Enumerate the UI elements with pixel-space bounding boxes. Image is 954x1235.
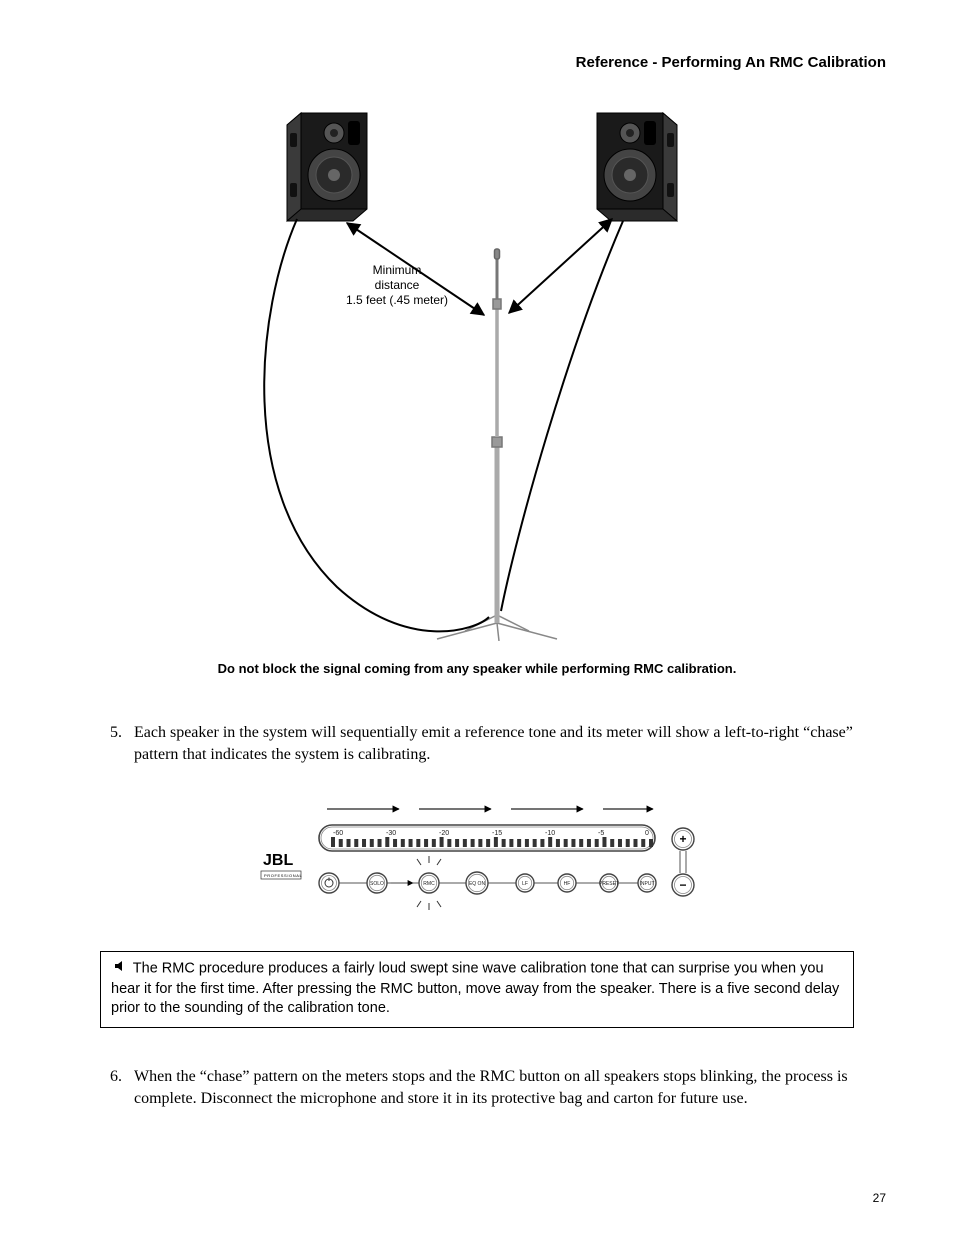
step-6-text: When the “chase” pattern on the meters s… [134, 1066, 876, 1109]
brand-logo: JBL [263, 852, 293, 869]
distance-label-1: Minimum [373, 263, 422, 277]
brand-sub: PROFESSIONAL [264, 873, 302, 878]
scale-6: 0 [645, 830, 649, 837]
plus-icon: + [679, 832, 686, 846]
scale-3: -15 [492, 830, 502, 837]
scale-0: -60 [333, 830, 343, 837]
scale-1: -30 [386, 830, 396, 837]
distance-label-3: 1.5 feet (.45 meter) [346, 293, 448, 307]
figure-caption: Do not block the signal coming from any … [68, 661, 886, 676]
speaker-icon [111, 958, 129, 980]
caution-text: The RMC procedure produces a fairly loud… [111, 961, 839, 1017]
minus-icon: − [679, 878, 686, 892]
distance-label-2: distance [375, 278, 420, 292]
svg-text:INPUT: INPUT [640, 881, 655, 887]
step-5-text: Each speaker in the system will sequenti… [134, 722, 876, 765]
step-6: 6. When the “chase” pattern on the meter… [100, 1066, 876, 1109]
scale-4: -10 [545, 830, 555, 837]
setup-diagram: Minimum distance 1.5 feet (.45 meter) [68, 111, 886, 641]
scale-2: -20 [439, 830, 449, 837]
svg-text:SOLO: SOLO [370, 881, 384, 887]
svg-text:RMC: RMC [423, 881, 435, 887]
meter-diagram: -60 -30 -20 -15 -10 -5 0 JBL PROFESSIONA… [68, 791, 886, 921]
page-header: Reference - Performing An RMC Calibratio… [68, 54, 886, 71]
step-5: 5. Each speaker in the system will seque… [100, 722, 876, 765]
scale-5: -5 [598, 830, 604, 837]
step-6-number: 6. [100, 1066, 122, 1109]
caution-note: The RMC procedure produces a fairly loud… [100, 951, 854, 1028]
svg-text:LF: LF [522, 881, 528, 887]
step-5-number: 5. [100, 722, 122, 765]
svg-text:HF: HF [564, 881, 571, 887]
svg-text:EQ ON: EQ ON [469, 881, 486, 887]
page-number: 27 [873, 1191, 886, 1205]
svg-text:PRESET: PRESET [599, 881, 619, 887]
